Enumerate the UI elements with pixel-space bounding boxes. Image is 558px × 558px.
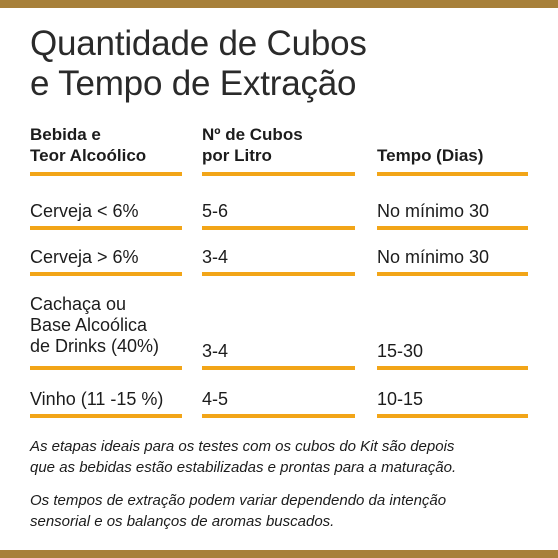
title-line-2: e Tempo de Extração	[30, 64, 357, 103]
row-3-bebida-line-3: de Drinks (40%)	[30, 336, 160, 356]
row-1-rule-bebida	[30, 226, 182, 230]
row-4-rule-bebida	[30, 414, 182, 418]
row-4-cubos: 4-5	[202, 389, 229, 409]
row-2-rule-tempo	[377, 272, 528, 276]
header-rule-bebida	[30, 172, 182, 176]
bottom-frame-bar	[0, 550, 558, 558]
title-line-1: Quantidade de Cubos	[30, 24, 367, 63]
header-rule-tempo	[377, 172, 528, 176]
row-1-cubos: 5-6	[202, 201, 229, 221]
column-header-cubos-line-1: Nº de Cubos	[202, 125, 303, 144]
column-header-tempo: Tempo (Dias)	[377, 146, 484, 165]
row-3-bebida: Cachaça ou Base Alcoólica de Drinks (40%…	[30, 294, 159, 357]
row-1-tempo: No mínimo 30	[377, 201, 490, 221]
row-1-rule-tempo	[377, 226, 528, 230]
row-2-cubos: 3-4	[202, 247, 229, 267]
column-header-cubos: Nº de Cubos por Litro	[202, 124, 303, 166]
top-frame-bar	[0, 0, 558, 8]
row-2-bebida: Cerveja > 6%	[30, 247, 139, 267]
note-1: As etapas ideais para os testes com os c…	[30, 436, 545, 478]
row-3-bebida-line-2: Base Alcoólica	[30, 315, 148, 335]
row-4-rule-cubos	[202, 414, 355, 418]
row-1-rule-cubos	[202, 226, 355, 230]
note-1-line-1: As etapas ideais para os testes com os c…	[30, 438, 455, 455]
row-2-rule-bebida	[30, 272, 182, 276]
row-4-rule-tempo	[377, 414, 528, 418]
note-1-line-2: que as bebidas estão estabilizadas e pro…	[30, 459, 457, 476]
row-3-rule-cubos	[202, 366, 355, 370]
row-2-tempo: No mínimo 30	[377, 247, 490, 267]
row-2-rule-cubos	[202, 272, 355, 276]
header-rule-cubos	[202, 172, 355, 176]
note-2-line-1: Os tempos de extração podem variar depen…	[30, 492, 447, 509]
column-header-bebida-line-1: Bebida e	[30, 125, 101, 144]
row-3-rule-tempo	[377, 366, 528, 370]
row-3-cubos: 3-4	[202, 341, 229, 361]
row-4-bebida: Vinho (11 -15 %)	[30, 389, 164, 409]
row-3-rule-bebida	[30, 366, 182, 370]
column-header-bebida: Bebida e Teor Alcoólico	[30, 124, 146, 166]
row-1-bebida: Cerveja < 6%	[30, 201, 139, 221]
note-2: Os tempos de extração podem variar depen…	[30, 490, 545, 532]
page-title: Quantidade de Cubos e Tempo de Extração	[30, 24, 367, 104]
note-2-line-2: sensorial e os balanços de aromas buscad…	[30, 513, 335, 530]
row-4-tempo: 10-15	[377, 389, 424, 409]
column-header-cubos-line-2: por Litro	[202, 146, 272, 165]
row-3-bebida-line-1: Cachaça ou	[30, 294, 127, 314]
row-3-tempo: 15-30	[377, 341, 424, 361]
column-header-bebida-line-2: Teor Alcoólico	[30, 146, 147, 165]
